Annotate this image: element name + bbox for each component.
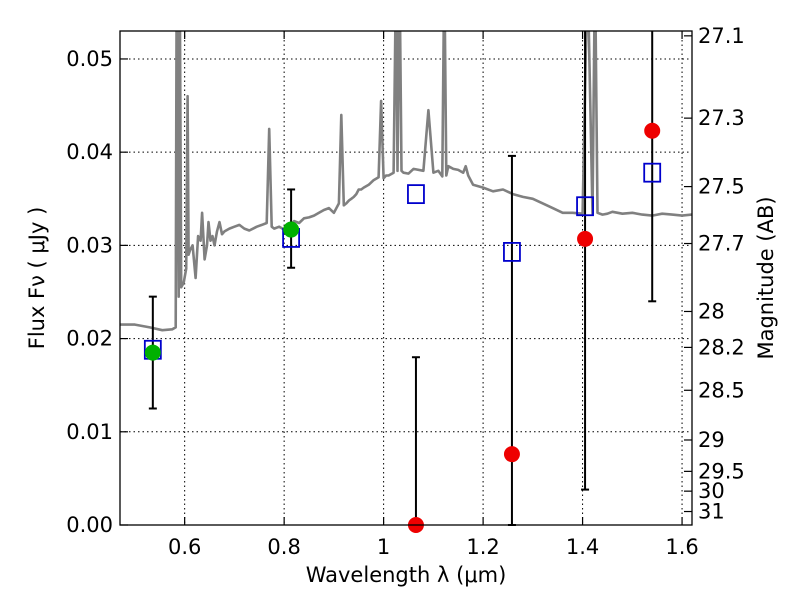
observed-point [144, 344, 161, 361]
right-tick-label: 30 [698, 479, 725, 503]
right-axis-label: Magnitude (AB) [754, 196, 778, 359]
y-axis-label: Flux Fν ( μJy ) [25, 207, 49, 350]
model-photometry-square [643, 162, 662, 183]
right-tick-label: 29.5 [698, 459, 745, 483]
x-tick-label: 0.8 [267, 535, 300, 559]
observed-point [283, 221, 300, 238]
y-tick-label: 0.00 [66, 513, 113, 537]
model-sed-layer [120, 31, 692, 332]
x-tick-label: 0.6 [168, 535, 201, 559]
model-photometry-square [576, 196, 594, 217]
gridlines [120, 31, 692, 526]
marker-layer [143, 122, 662, 533]
x-tick-label: 1.4 [566, 535, 599, 559]
errorbar-layer [148, 31, 657, 526]
sed-line [120, 31, 692, 332]
x-tick-label: 1 [377, 535, 390, 559]
right-tick-label: 27.7 [698, 232, 745, 256]
right-tick-label: 31 [698, 500, 725, 524]
x-axis-label: Wavelength λ (μm) [306, 563, 507, 587]
model-photometry-square [407, 184, 425, 205]
right-tick-label: 27.5 [698, 175, 745, 199]
x-tick-label: 1.6 [665, 535, 698, 559]
observed-point [644, 122, 661, 139]
right-tick-label: 27.1 [698, 24, 745, 48]
observed-point [503, 446, 520, 463]
right-tick-label: 28 [698, 299, 725, 323]
right-tick-label: 28.5 [698, 378, 745, 402]
y-tick-label: 0.03 [66, 233, 113, 257]
right-tick-label: 28.2 [698, 335, 745, 359]
y-tick-label: 0.02 [66, 327, 113, 351]
x-tick-label: 1.2 [466, 535, 499, 559]
y-tick-label: 0.01 [66, 420, 113, 444]
model-photometry-square [503, 242, 521, 262]
right-tick-label: 29 [698, 428, 725, 452]
y-tick-label: 0.05 [66, 47, 113, 71]
plot-frame [119, 30, 693, 526]
y-tick-label: 0.04 [66, 140, 113, 164]
tick-layer: 0.6 0.8 1 1.2 1.4 1.6 0.00 0.01 0.02 0.03 0.04 0.05… [66, 24, 745, 559]
observed-point [577, 230, 594, 247]
right-tick-label: 27.3 [698, 106, 745, 130]
